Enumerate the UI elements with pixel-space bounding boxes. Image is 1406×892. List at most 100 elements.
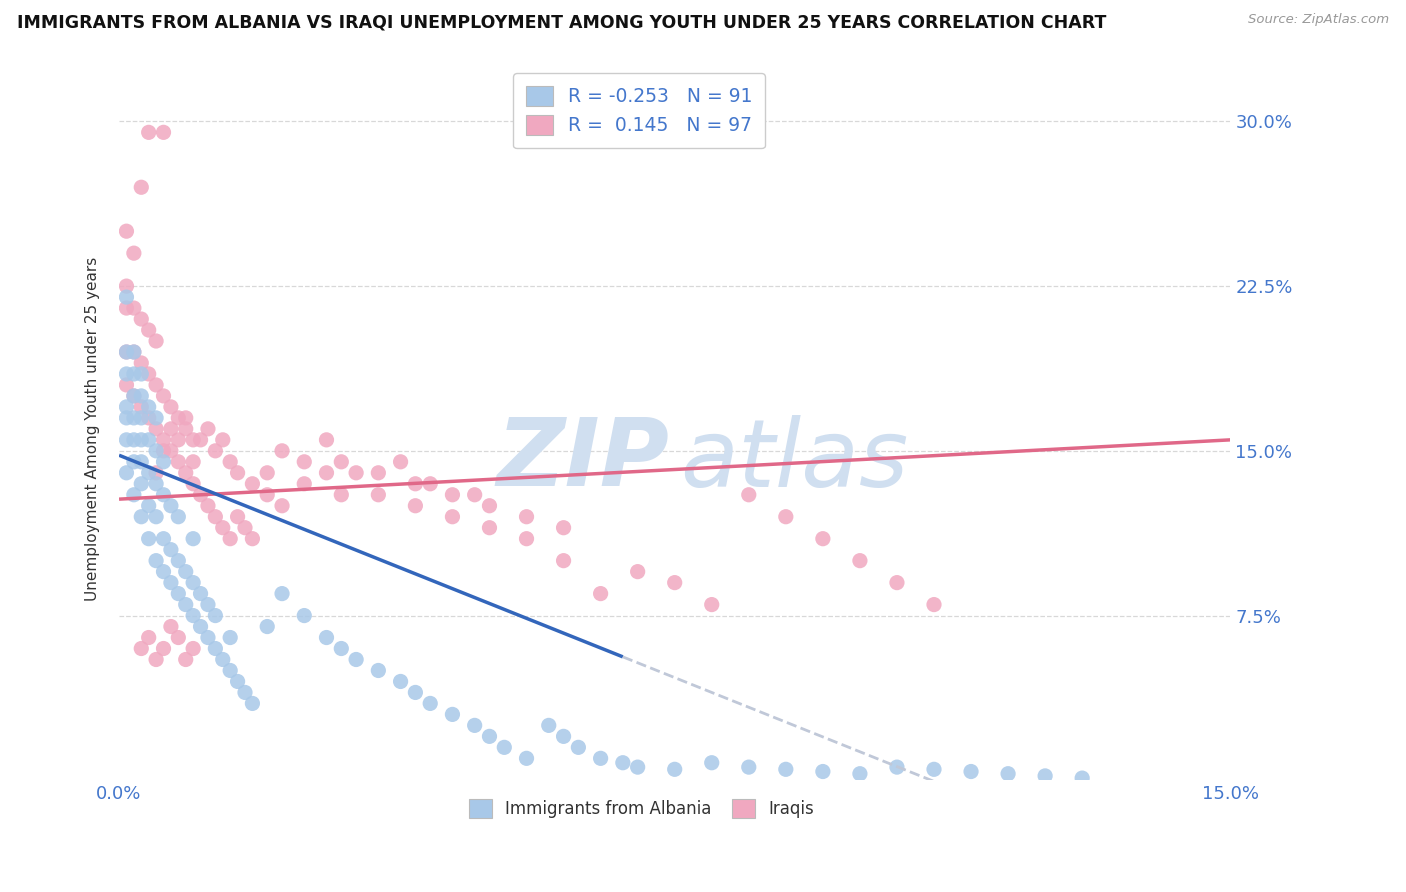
- Point: [160, 575, 183, 590]
- Point: [233, 685, 256, 699]
- Point: [145, 554, 167, 568]
- Point: [115, 301, 138, 315]
- Point: [122, 345, 145, 359]
- Point: [211, 652, 233, 666]
- Point: [197, 422, 219, 436]
- Point: [367, 466, 389, 480]
- Point: [441, 488, 464, 502]
- Point: [145, 334, 167, 348]
- Point: [204, 443, 226, 458]
- Point: [138, 631, 160, 645]
- Point: [152, 125, 174, 139]
- Point: [190, 433, 212, 447]
- Point: [138, 466, 160, 480]
- Point: [922, 598, 945, 612]
- Point: [122, 389, 145, 403]
- Point: [115, 224, 138, 238]
- Point: [115, 410, 138, 425]
- Point: [174, 652, 197, 666]
- Point: [344, 652, 367, 666]
- Point: [167, 410, 190, 425]
- Point: [315, 466, 337, 480]
- Point: [997, 766, 1019, 780]
- Point: [219, 532, 242, 546]
- Point: [174, 565, 197, 579]
- Point: [441, 707, 464, 722]
- Point: [181, 433, 204, 447]
- Point: [174, 598, 197, 612]
- Point: [700, 756, 723, 770]
- Point: [404, 499, 426, 513]
- Point: [464, 718, 486, 732]
- Point: [292, 455, 315, 469]
- Point: [145, 378, 167, 392]
- Point: [129, 476, 152, 491]
- Point: [167, 433, 190, 447]
- Point: [190, 586, 212, 600]
- Point: [389, 674, 412, 689]
- Point: [849, 766, 872, 780]
- Point: [115, 466, 138, 480]
- Y-axis label: Unemployment Among Youth under 25 years: Unemployment Among Youth under 25 years: [86, 257, 100, 601]
- Point: [181, 476, 204, 491]
- Point: [152, 443, 174, 458]
- Point: [145, 422, 167, 436]
- Point: [589, 751, 612, 765]
- Point: [811, 532, 834, 546]
- Point: [271, 499, 294, 513]
- Point: [115, 345, 138, 359]
- Point: [330, 455, 353, 469]
- Point: [181, 641, 204, 656]
- Text: Source: ZipAtlas.com: Source: ZipAtlas.com: [1249, 13, 1389, 27]
- Point: [138, 367, 160, 381]
- Point: [204, 509, 226, 524]
- Point: [589, 586, 612, 600]
- Point: [115, 345, 138, 359]
- Point: [160, 499, 183, 513]
- Point: [152, 389, 174, 403]
- Point: [174, 422, 197, 436]
- Point: [152, 488, 174, 502]
- Point: [115, 279, 138, 293]
- Point: [181, 575, 204, 590]
- Point: [256, 619, 278, 633]
- Point: [152, 641, 174, 656]
- Point: [242, 476, 264, 491]
- Point: [174, 466, 197, 480]
- Point: [219, 455, 242, 469]
- Point: [160, 422, 183, 436]
- Point: [226, 466, 249, 480]
- Point: [122, 488, 145, 502]
- Point: [145, 652, 167, 666]
- Point: [478, 521, 501, 535]
- Point: [627, 565, 650, 579]
- Point: [197, 499, 219, 513]
- Point: [315, 433, 337, 447]
- Legend: Immigrants from Albania, Iraqis: Immigrants from Albania, Iraqis: [463, 793, 821, 825]
- Point: [122, 301, 145, 315]
- Point: [138, 433, 160, 447]
- Point: [167, 631, 190, 645]
- Point: [464, 488, 486, 502]
- Point: [292, 476, 315, 491]
- Point: [115, 367, 138, 381]
- Point: [775, 762, 797, 776]
- Point: [441, 509, 464, 524]
- Point: [122, 367, 145, 381]
- Point: [886, 760, 908, 774]
- Point: [478, 499, 501, 513]
- Point: [152, 455, 174, 469]
- Point: [197, 631, 219, 645]
- Point: [174, 410, 197, 425]
- Point: [167, 586, 190, 600]
- Point: [553, 554, 575, 568]
- Point: [256, 488, 278, 502]
- Point: [167, 455, 190, 469]
- Point: [256, 466, 278, 480]
- Point: [664, 575, 686, 590]
- Point: [160, 443, 183, 458]
- Point: [115, 400, 138, 414]
- Point: [242, 697, 264, 711]
- Text: IMMIGRANTS FROM ALBANIA VS IRAQI UNEMPLOYMENT AMONG YOUTH UNDER 25 YEARS CORRELA: IMMIGRANTS FROM ALBANIA VS IRAQI UNEMPLO…: [17, 13, 1107, 31]
- Point: [700, 598, 723, 612]
